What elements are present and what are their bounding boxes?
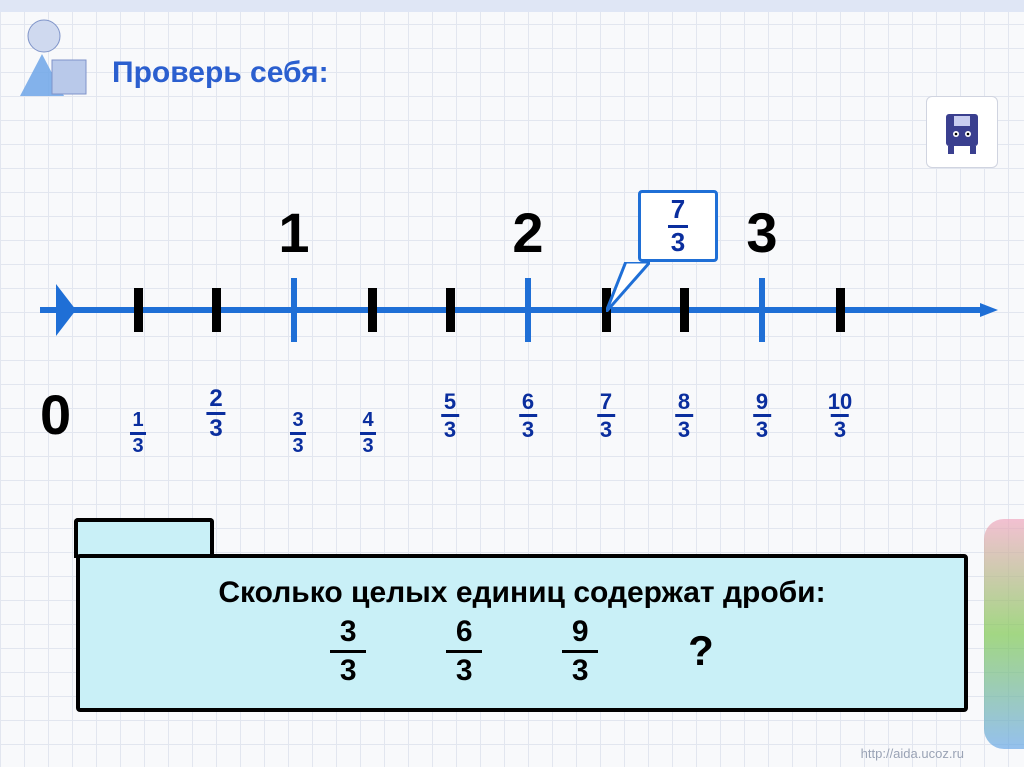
corner-decoration-icon [4, 8, 96, 100]
fraction-label-4-3: 43 [360, 410, 376, 457]
fraction-label-10-3: 103 [828, 390, 852, 441]
question-box: Сколько целых единиц содержат дроби: 33 6… [76, 554, 968, 712]
fraction-label-1-3: 13 [130, 410, 146, 457]
integer-tick [525, 278, 531, 342]
fraction-label-2-3: 23 [206, 386, 225, 441]
page-title: Проверь себя: [112, 56, 329, 90]
integer-label-2: 2 [512, 200, 543, 265]
callout-7-3: 73 [638, 190, 718, 262]
question-box-tab [74, 518, 214, 558]
minor-tick [212, 288, 221, 332]
question-fraction-9-3: 93 [562, 616, 598, 686]
question-fraction-6-3: 63 [446, 616, 482, 686]
fraction-label-9-3: 93 [753, 390, 771, 441]
number-line: 012313233343536373839310373 [40, 310, 1000, 311]
question-text: Сколько целых единиц содержат дроби: [100, 576, 944, 610]
axis-origin-arrow-icon [56, 284, 76, 336]
axis-arrowhead-icon [980, 303, 998, 317]
minor-tick [836, 288, 845, 332]
callout-tail-icon [606, 262, 650, 317]
slide: Проверь себя: 01231323334353637383931037… [0, 0, 1024, 767]
minor-tick [680, 288, 689, 332]
fraction-label-8-3: 83 [675, 390, 693, 441]
top-stripe [0, 0, 1024, 12]
integer-tick [759, 278, 765, 342]
minor-tick [134, 288, 143, 332]
integer-label-0: 0 [40, 382, 71, 447]
fraction-label-7-3: 73 [597, 390, 615, 441]
question-fractions-row: 33 63 93? [100, 616, 944, 686]
minor-tick [446, 288, 455, 332]
fraction-label-6-3: 63 [519, 390, 537, 441]
side-decoration-icon [984, 519, 1024, 749]
integer-tick [291, 278, 297, 342]
minor-tick [368, 288, 377, 332]
floppy-mascot-icon [926, 96, 998, 168]
fraction-label-5-3: 53 [441, 390, 459, 441]
integer-label-3: 3 [746, 200, 777, 265]
question-mark: ? [688, 627, 714, 675]
footer-link: http://aida.ucoz.ru [861, 746, 964, 761]
fraction-label-3-3: 33 [290, 410, 306, 457]
callout-fraction: 73 [668, 196, 689, 256]
integer-label-1: 1 [278, 200, 309, 265]
question-fraction-3-3: 33 [330, 616, 366, 686]
